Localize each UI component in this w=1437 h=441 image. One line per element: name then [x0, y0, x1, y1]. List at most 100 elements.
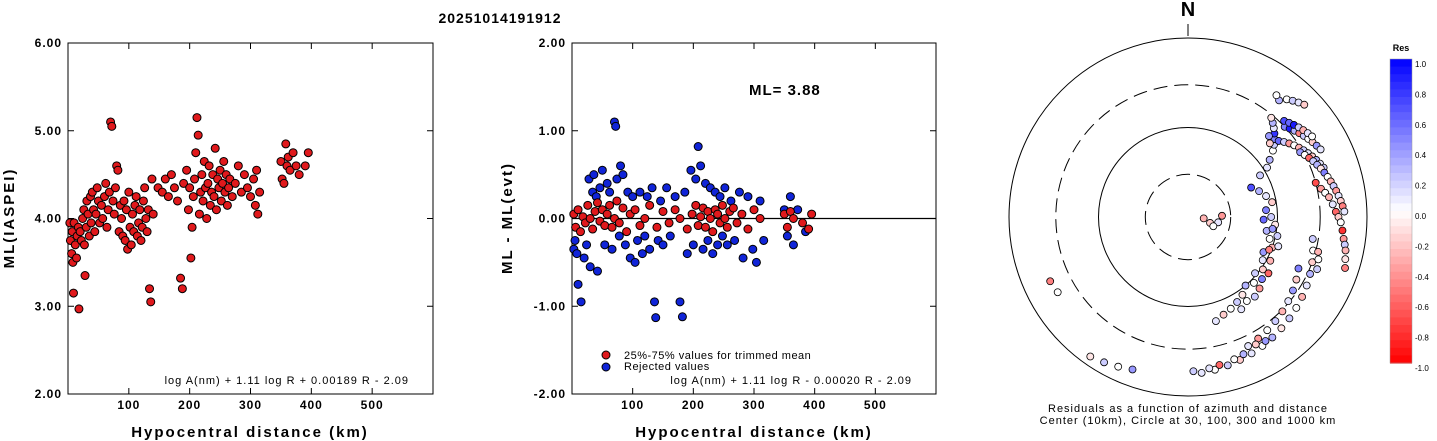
residual-point	[1258, 256, 1267, 265]
data-point	[191, 148, 201, 158]
data-point	[135, 205, 145, 215]
accepted-point	[693, 221, 703, 231]
data-point	[68, 288, 78, 298]
residual-point	[1086, 352, 1095, 361]
rejected-point	[602, 178, 612, 188]
residual-point	[1255, 187, 1263, 196]
accepted-point	[630, 205, 640, 215]
data-point	[142, 227, 152, 237]
residual-point	[1247, 183, 1256, 192]
y-axis-label: ML - ML(evt)	[499, 162, 516, 274]
rejected-point	[616, 161, 626, 171]
x-tick-label: 300	[742, 398, 765, 412]
data-point	[193, 130, 203, 140]
accepted-point	[583, 200, 593, 210]
data-point	[279, 178, 289, 188]
data-point	[145, 284, 155, 294]
colorbar-band	[1390, 355, 1412, 364]
accepted-point	[687, 209, 697, 219]
ml-vs-distance-panel: 100 200 300 400 500 2.00 3.00 4.00 5.00 6.00 log A…	[1, 36, 434, 441]
colorbar-tick-label: 0.6	[1415, 121, 1427, 130]
rejected-point	[713, 240, 723, 250]
residual-point	[1265, 155, 1274, 164]
rejected-point	[582, 240, 592, 250]
residual-point	[1268, 198, 1277, 207]
rejected-point	[612, 174, 622, 184]
residual-vs-distance-panel: 100 200 300 400 500 -2.00 -1.00 0.00 1.00 2.00 ML=…	[499, 36, 937, 441]
colorbar-band	[1390, 104, 1412, 113]
rejected-point	[597, 165, 607, 175]
rejected-point	[572, 249, 582, 259]
accepted-point	[743, 224, 753, 234]
rejected-point	[751, 257, 761, 267]
accepted-point	[635, 221, 645, 231]
rejected-point	[696, 161, 706, 171]
rejected-point	[607, 244, 617, 254]
data-point	[219, 156, 229, 166]
data-point	[285, 165, 295, 175]
data-point	[126, 240, 136, 250]
colorbar-band	[1390, 309, 1412, 318]
rejected-point	[682, 249, 692, 259]
colorbar-band	[1390, 74, 1412, 83]
data-point	[140, 183, 150, 193]
data-point	[294, 170, 304, 180]
colorbar-band	[1390, 347, 1412, 356]
data-point	[147, 174, 157, 184]
data-point	[163, 192, 173, 202]
data-point	[185, 183, 195, 193]
colorbar-band	[1390, 127, 1412, 136]
data-point	[75, 227, 85, 237]
residual-point	[1258, 275, 1266, 283]
residual-point	[1128, 365, 1137, 374]
legend-label-rejected: Rejected values	[624, 361, 710, 373]
colorbar-band	[1390, 188, 1412, 197]
x-axis-label: Hypocentral distance (km)	[635, 424, 873, 441]
outer-ring-1000km	[1008, 37, 1368, 397]
caption-line-1: Residuals as a function of azimuth and d…	[1048, 403, 1328, 415]
rejected-point	[635, 187, 645, 197]
colorbar-band	[1390, 325, 1412, 334]
residual-colorbar: Res 1.0 0.8 0.6 0.4 0.2 0.0 -0.2 -0.4 -0.6 -0.8 -1.…	[1389, 43, 1429, 373]
data-point	[98, 214, 108, 223]
residual-point	[1100, 358, 1108, 367]
y-tick-label: 0.00	[539, 212, 566, 226]
data-point	[210, 143, 220, 153]
data-point	[186, 253, 196, 263]
residual-point	[1197, 368, 1206, 377]
colorbar-band	[1390, 89, 1412, 98]
data-point	[79, 240, 89, 250]
colorbar-band	[1390, 203, 1412, 212]
data-point	[204, 161, 214, 171]
data-point	[198, 196, 208, 206]
residual-point	[1255, 284, 1264, 293]
residual-point	[1263, 326, 1272, 335]
data-point	[211, 205, 221, 215]
residual-point	[1199, 214, 1208, 223]
rejected-point	[633, 235, 643, 245]
x-tick-label: 500	[361, 398, 384, 412]
residual-point	[1300, 100, 1309, 109]
colorbar-band	[1390, 195, 1412, 204]
accepted-point	[788, 214, 798, 223]
data-point	[117, 214, 127, 223]
data-point	[253, 209, 263, 219]
y-tick-label: 3.00	[35, 299, 62, 313]
ring-300km	[1055, 84, 1321, 350]
residual-point	[1273, 232, 1282, 240]
residual-point	[1325, 193, 1333, 202]
residual-point	[1341, 264, 1349, 272]
data-point	[74, 304, 84, 314]
colorbar-tick-label: 0.0	[1415, 212, 1427, 221]
residual-point	[1294, 264, 1303, 273]
rejected-point	[693, 142, 703, 152]
data-point	[148, 209, 158, 219]
data-point	[157, 187, 167, 197]
formula-label: log A(nm) + 1.11 log R - 0.00020 R - 2.0…	[670, 375, 912, 387]
data-point	[194, 209, 204, 219]
rejected-point	[759, 235, 769, 245]
residual-point	[1259, 215, 1268, 224]
residual-point	[1241, 281, 1250, 290]
data-point	[108, 196, 118, 206]
residual-point	[1261, 337, 1270, 345]
